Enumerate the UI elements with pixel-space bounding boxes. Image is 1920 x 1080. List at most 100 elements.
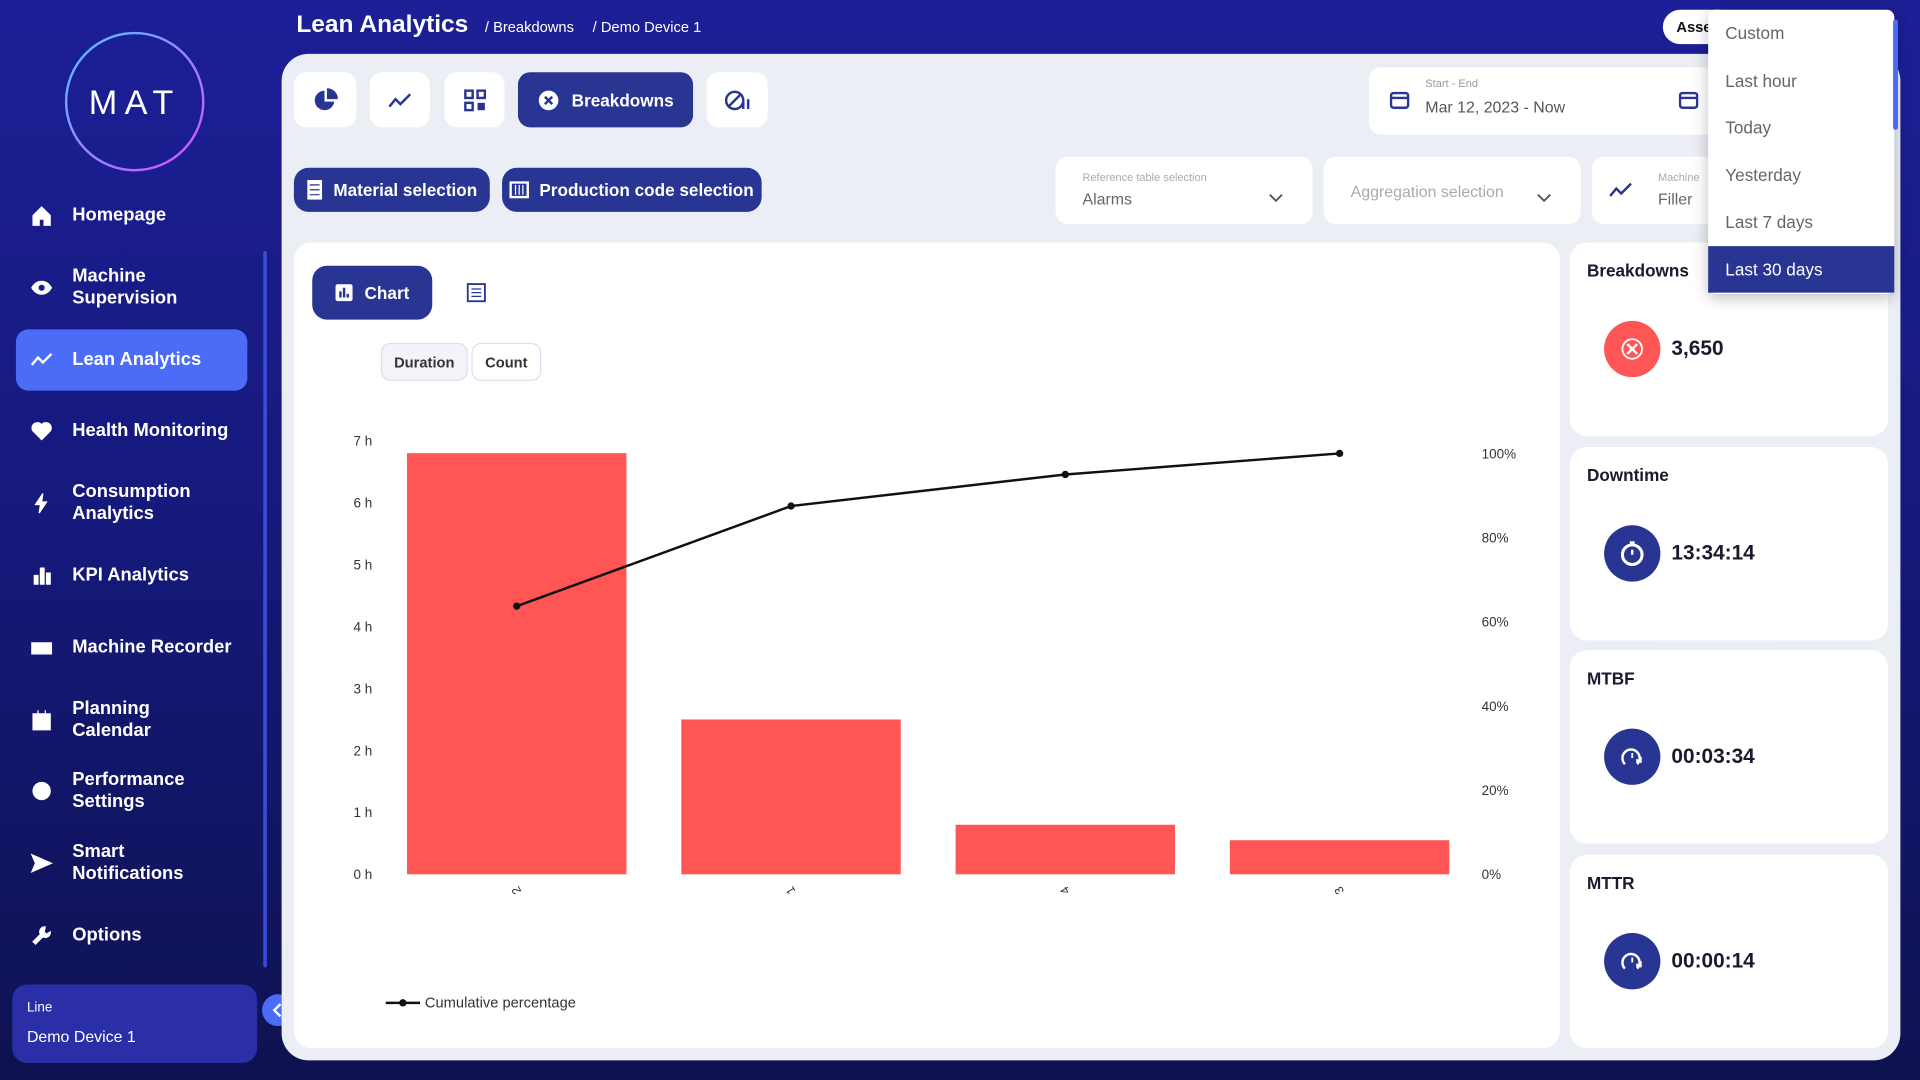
kpi-card: MTBF 00:03:34: [1569, 650, 1889, 845]
kpi-icon: [1604, 320, 1661, 378]
nav-label: Health Monitoring: [72, 420, 229, 441]
nav-item[interactable]: KPI Analytics: [16, 545, 247, 606]
y-tick-label: 5 h: [354, 558, 373, 573]
bar: [681, 719, 901, 875]
x-tick-label: 3: [1331, 884, 1347, 897]
nav-label: Lean Analytics: [72, 348, 202, 370]
logo-text: MAT: [89, 84, 181, 122]
kpi-glyph: [1621, 952, 1642, 970]
icon-shape: [34, 493, 48, 514]
qr-icon: [463, 88, 486, 111]
icon-shape: [31, 422, 52, 441]
nav-item[interactable]: Health Monitoring: [16, 400, 247, 461]
nav-icon: [34, 493, 48, 514]
select[interactable]: Aggregation selection: [1323, 156, 1581, 225]
y-tick-label: 3 h: [354, 681, 373, 696]
dropdown-option[interactable]: Yesterday: [1725, 165, 1801, 185]
dropdown-option[interactable]: Custom: [1725, 23, 1785, 43]
breadcrumb[interactable]: / Breakdowns: [484, 18, 574, 36]
nav-icon: [32, 710, 51, 731]
dropdown-option[interactable]: Last hour: [1725, 70, 1797, 91]
calendar-icon: [1389, 91, 1410, 109]
select-label: Reference table selection: [1082, 171, 1207, 184]
dropdown-option[interactable]: Last 7 days: [1725, 212, 1813, 232]
line-label: Line: [26, 1000, 53, 1016]
nav-label: Options: [72, 924, 142, 946]
select[interactable]: Reference table selection Alarms: [1055, 156, 1313, 225]
tab-button[interactable]: [444, 72, 505, 128]
trend-icon: [1609, 182, 1632, 197]
nav-icon: [32, 206, 51, 226]
dropdown: Custom Last hour Today Yesterday Last 7 days…: [1708, 9, 1898, 294]
nav-label: Machine Supervision: [72, 265, 178, 309]
breadcrumb[interactable]: / Demo Device 1: [592, 18, 702, 36]
y-tick-label: 6 h: [354, 496, 373, 511]
nav-item[interactable]: Performance Settings: [16, 760, 247, 821]
bar: [955, 824, 1176, 875]
tab-button[interactable]: [706, 72, 768, 128]
tab-button-active[interactable]: Breakdowns: [517, 72, 694, 128]
dropdown-option[interactable]: Today: [1725, 117, 1772, 138]
bar: [407, 453, 627, 875]
nav-item[interactable]: Smart Notifications: [16, 833, 247, 894]
bar: [1229, 840, 1450, 875]
tab-button[interactable]: [293, 72, 357, 128]
icon-shape: [32, 710, 51, 731]
line: [516, 452, 1340, 608]
nav-item[interactable]: Planning Calendar: [16, 689, 247, 750]
kpi-value: 00:03:34: [1671, 744, 1755, 769]
y-tick-label: 0 h: [354, 867, 373, 882]
select-label: Machine: [1657, 171, 1700, 184]
chart-view-button[interactable]: Chart: [312, 265, 433, 320]
nav-item[interactable]: Options: [16, 905, 247, 966]
production-code-button[interactable]: Production code selection: [502, 167, 762, 212]
nav-icon: [33, 567, 51, 585]
kpi-icon: [1604, 524, 1661, 582]
nav-item[interactable]: Machine Recorder: [16, 617, 247, 678]
toggle[interactable]: Count: [471, 342, 542, 381]
icon-shape: [31, 642, 53, 655]
dropdown-option-selected[interactable]: Last 30 days: [1708, 246, 1895, 293]
icon-shape: [32, 206, 51, 226]
y-tick-label: 2 h: [354, 743, 373, 758]
gauge-icon: [724, 90, 750, 110]
date-picker[interactable]: Start - End Mar 12, 2023 - Now: [1368, 67, 1725, 135]
icon-shape: [30, 853, 53, 874]
button-label: Material selection: [333, 180, 478, 200]
icon-shape: [30, 353, 53, 366]
nav-item[interactable]: Consumption Analytics: [16, 473, 247, 534]
barcode-icon: [509, 181, 530, 199]
toggle-active[interactable]: Duration: [380, 342, 468, 381]
table-view-button[interactable]: [466, 283, 487, 303]
line-point: [513, 602, 521, 610]
select-value: Filler: [1657, 189, 1693, 209]
line-box[interactable]: Line Demo Device 1: [12, 984, 258, 1063]
chart: 0 h 1 h 2 h 3 h 4 h 5 h 6 h 7 h 0% 20% 40% 60% 80% 10…: [354, 434, 1517, 1012]
icon-shape: [33, 567, 51, 585]
kpi-card: Downtime 13:34:14: [1569, 446, 1889, 641]
y2-tick-label: 100%: [1482, 446, 1516, 461]
nav-item[interactable]: Homepage: [16, 185, 247, 246]
kpi-value: 13:34:14: [1671, 540, 1755, 565]
kpi-icon: [1604, 729, 1661, 786]
icon-shape: [32, 781, 51, 801]
tab-button[interactable]: [369, 72, 430, 128]
x-tick-label: 2: [509, 884, 525, 897]
select[interactable]: Machine Filler: [1591, 156, 1727, 225]
legend-marker: [399, 999, 407, 1007]
nav-label: KPI Analytics: [72, 564, 189, 586]
doc-icon: [307, 180, 323, 200]
material-button[interactable]: Material selection: [293, 167, 490, 212]
y2-tick-label: 80%: [1482, 531, 1509, 546]
nav-item[interactable]: Machine Supervision: [16, 257, 247, 318]
nav-icon: [30, 353, 53, 366]
trend-icon: [387, 92, 411, 107]
page-title: Lean Analytics: [296, 11, 469, 38]
nav-item[interactable]: Lean Analytics: [15, 329, 248, 391]
nav-icon: [31, 422, 52, 441]
y2-tick-label: 20%: [1482, 783, 1509, 798]
logo: MAT: [64, 31, 205, 172]
nav-label: Machine Recorder: [72, 636, 232, 658]
line-point: [787, 502, 795, 510]
